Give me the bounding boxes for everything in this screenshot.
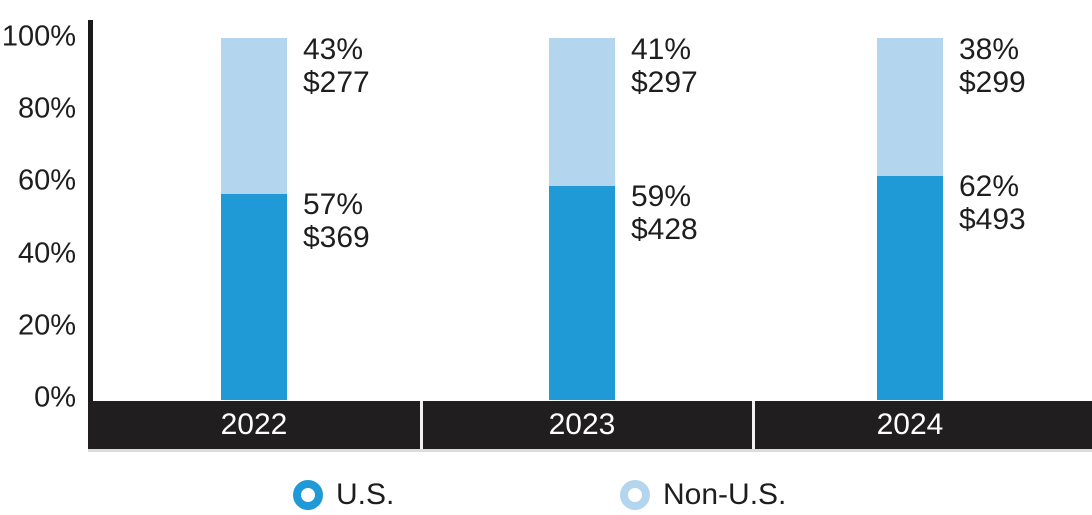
y-tick-label-40: 40% [17,237,76,270]
legend-label-non-us: Non-U.S. [663,478,787,511]
x-axis-label-2024: 2024 [876,408,944,441]
bar-segment-non-us-2023 [549,38,615,186]
y-tick-label-100: 100% [1,20,76,53]
band-divider-1 [420,401,423,449]
legend-label-us: U.S. [336,478,395,511]
bar-2023 [549,38,615,400]
y-tick-label-20: 20% [17,309,76,342]
non-us-legend-ring-icon [620,480,650,510]
x-axis-label-2023: 2023 [548,408,616,441]
value-label-us-2022: 57% $369 [303,187,370,254]
bar-segment-us-2022 [221,194,287,400]
value-label-us-2024: 62% $493 [959,169,1026,236]
y-tick-label-0: 0% [34,381,76,414]
bar-2022 [221,38,287,400]
us-legend-ring-icon [293,480,323,510]
bar-segment-us-2024 [877,176,943,400]
y-tick-label-60: 60% [17,164,76,197]
legend-item-non-us: Non-U.S. [620,478,786,512]
band-divider-2 [752,401,755,449]
y-axis-line [88,20,93,401]
legend-item-us: U.S. [293,478,394,512]
value-label-us-2023: 59% $428 [631,180,698,247]
x-axis-label-2022: 2022 [220,408,288,441]
bar-segment-non-us-2022 [221,38,287,194]
bar-segment-non-us-2024 [877,38,943,176]
x-axis-band: 2022 2023 2024 [88,401,1092,452]
bar-segment-us-2023 [549,186,615,400]
bar-2024 [877,38,943,400]
value-label-non-us-2022: 43% $277 [303,33,370,99]
value-label-non-us-2023: 41% $297 [631,33,698,99]
y-tick-label-80: 80% [17,92,76,125]
value-label-non-us-2024: 38% $299 [959,33,1026,99]
